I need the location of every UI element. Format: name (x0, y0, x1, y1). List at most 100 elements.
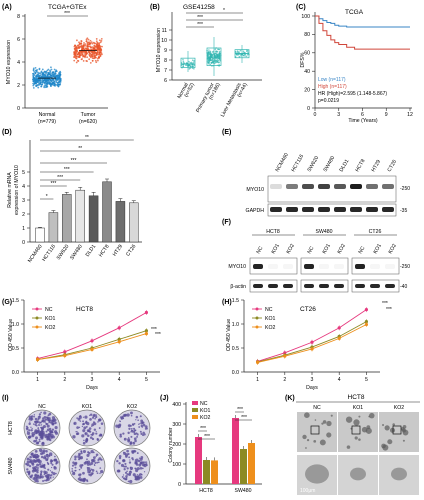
panel-b-point (214, 48, 217, 51)
panel-b-point (216, 51, 218, 53)
panel-g-legend-label: KO2 (45, 325, 55, 331)
panel-b-ytick-label: 7 (164, 68, 167, 74)
panel-b-title: GSE41258 (183, 4, 215, 11)
panel-b-point (213, 54, 216, 57)
panel-f-lane-label: KO2 (286, 243, 296, 255)
panel-i-colony (89, 436, 93, 439)
panel-j-bar (211, 460, 218, 484)
panel-i-colony (82, 420, 84, 423)
panel-b-point (186, 64, 188, 67)
panel-a-point (34, 71, 37, 74)
panel-b-point (211, 57, 214, 59)
panel-a-point (50, 80, 53, 83)
panel-a-point (95, 46, 98, 49)
panel-a-point (89, 39, 92, 42)
panel-b-point (218, 50, 221, 53)
panel-c-hr: HR (High)=2.595 (1.148-5.867) (318, 91, 387, 97)
panel-b-point (209, 53, 211, 56)
panel-a-point (73, 51, 76, 54)
panel-a-point (50, 72, 52, 75)
panel-f-band-actin (304, 284, 314, 288)
panel-b-point (242, 50, 245, 53)
panel-i-colony (46, 428, 50, 432)
panel-i-colony (55, 462, 58, 464)
panel-h-title: CT26 (300, 306, 316, 313)
panel-i-colony (94, 417, 96, 420)
panel-i-colony (83, 439, 85, 442)
panel-d-sig: *** (64, 167, 70, 173)
panel-g-point (36, 357, 40, 362)
panel-i-colony (46, 461, 49, 464)
panel-f-lane-label: KO2 (388, 243, 398, 255)
panel-e-row-gapdh: GAPDH (246, 208, 265, 214)
panel-g-point (144, 310, 148, 315)
panel-i-colony (52, 476, 54, 478)
panel-i-colony (36, 471, 39, 474)
panel-i-colony (75, 431, 77, 433)
panel-i-colony (85, 479, 88, 482)
panel-k-zoom-box (310, 425, 320, 435)
panel-i-colony (130, 431, 132, 433)
panel-i-colony (73, 421, 77, 425)
panel-i-colony (77, 477, 81, 481)
panel-f-band-myo10 (334, 264, 344, 269)
panel-b-point (182, 58, 184, 61)
panel-k-colony (302, 434, 307, 440)
panel-i-colony (139, 473, 142, 476)
panel-i-colony (126, 473, 129, 476)
panel-i-colony (116, 459, 119, 463)
panel-b-point (189, 64, 191, 66)
panel-j-legend-swatch (192, 408, 198, 412)
panel-a-point (50, 74, 53, 77)
panel-i-colony (51, 466, 53, 469)
panel-f: (F) HCT8 NC KO1 KO2 SW480 NC KO1 KO2 CT26 NC KO1 KO… (222, 219, 410, 293)
panel-b-point (185, 64, 187, 67)
panel-i-colony (43, 473, 46, 476)
panel-i-colony (128, 456, 131, 459)
panel-i-colony (132, 427, 136, 430)
panel-b-point (189, 65, 192, 68)
panel-h-xtick-label: 5 (365, 377, 368, 383)
panel-e-lane-labels: NCM460 HCT116 SW620 SW480 DLD1 HCT8 HT29 CT26 (275, 152, 399, 173)
panel-a-ytick-label: 2 (17, 83, 20, 89)
panel-a-point (81, 50, 84, 53)
panel-i-colony (126, 413, 130, 417)
panel-i-colony (89, 418, 92, 421)
panel-h-ticks: 1 2 3 4 5 0.0 0.5 1.0 1.5 (232, 298, 368, 383)
panel-i-colony (88, 473, 91, 476)
panel-h-point (364, 308, 368, 312)
panel-a-point (78, 56, 81, 59)
panel-g-xlabel: Days (86, 385, 98, 391)
panel-f-group-label: CT26 (369, 229, 382, 235)
panel-i-colony (28, 460, 32, 464)
panel-f-label: (F) (222, 219, 231, 226)
panel-h-point (283, 354, 287, 358)
panel-a-point (32, 77, 35, 79)
panel-f-marker-40: -40 (400, 284, 407, 290)
panel-i-colony (124, 438, 126, 440)
panel-d-ytick-label: 1 (22, 226, 25, 232)
panel-f-band-myo10 (283, 264, 293, 269)
panel-i-colony (89, 413, 93, 416)
panel-b-point (246, 50, 248, 53)
panel-a-point (86, 56, 89, 59)
panel-i-colony (118, 457, 122, 460)
panel-i-colony (52, 472, 56, 476)
panel-a-point (96, 59, 99, 62)
panel-i-colony (33, 414, 36, 416)
panel-d-bar (62, 194, 72, 243)
panel-i-colony (40, 475, 44, 479)
panel-a-point (43, 86, 46, 89)
panel-a-point (90, 48, 93, 51)
panel-f-group-label: HCT8 (266, 229, 280, 235)
panel-i-colony (126, 449, 129, 453)
panel-i-colony (87, 451, 90, 454)
panel-i-colony (92, 421, 96, 424)
panel-b-point (180, 62, 183, 64)
panel-a-point (74, 55, 77, 58)
panel-e-band-gapdh (334, 207, 346, 212)
panel-i-colony (36, 430, 39, 433)
panel-a-point (88, 54, 91, 57)
panel-h-ytick-label: 0.5 (232, 346, 239, 352)
